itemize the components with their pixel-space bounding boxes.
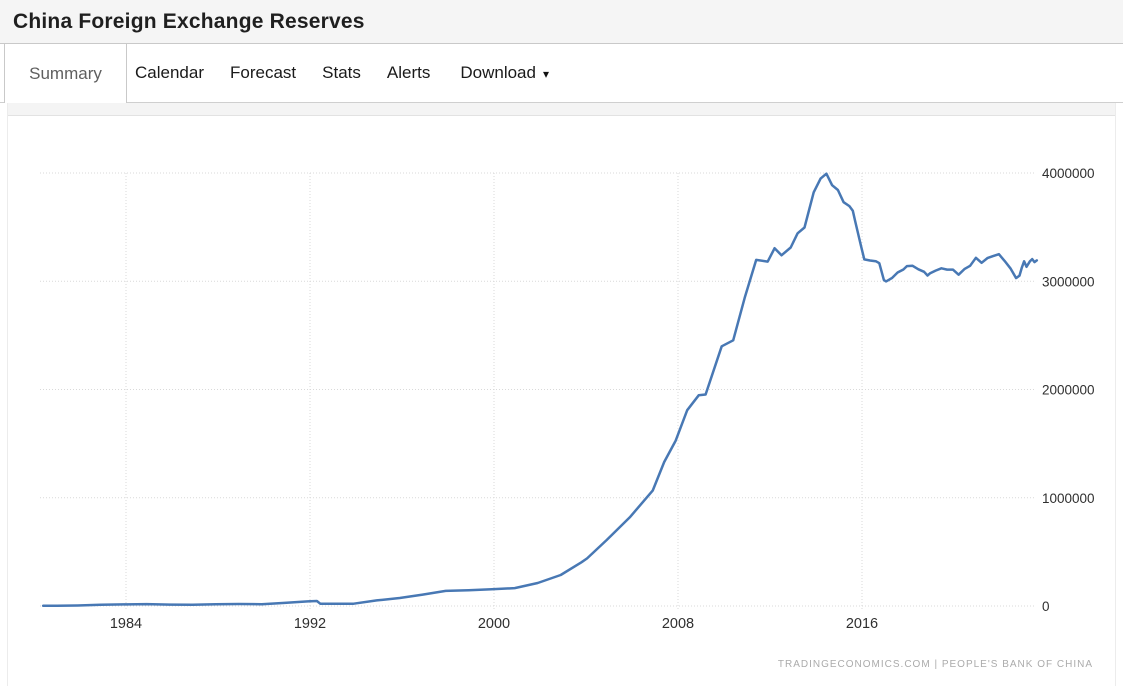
line-chart: 0 1000000 2000000 3000000 4000000 1984 1992 200… (40, 166, 1095, 670)
content-panel: 0 1000000 2000000 3000000 4000000 1984 1992 200… (7, 103, 1116, 686)
tab-alerts[interactable]: Alerts (386, 63, 431, 82)
page-header: China Foreign Exchange Reserves (0, 0, 1123, 44)
chart-container: 0 1000000 2000000 3000000 4000000 1984 1992 200… (8, 116, 1115, 686)
y-axis-label: 4000000 (1042, 166, 1095, 181)
tab-stats[interactable]: Stats (322, 63, 361, 82)
tab-calendar[interactable]: Calendar (135, 63, 204, 82)
page-title: China Foreign Exchange Reserves (13, 9, 365, 33)
tab-bar: Summary Calendar Forecast Stats Alerts D… (0, 44, 1123, 103)
series-line (41, 172, 1039, 607)
tab-download-label: Download (460, 63, 536, 82)
y-axis-label: 1000000 (1042, 491, 1095, 506)
x-axis-label: 2016 (846, 616, 878, 632)
y-axis-label: 3000000 (1042, 274, 1095, 289)
panel-top-strip (8, 103, 1115, 116)
y-axis-label: 2000000 (1042, 383, 1095, 398)
caret-down-icon: ▾ (542, 67, 549, 81)
chart-source-note: TRADINGECONOMICS.COM | PEOPLE'S BANK OF … (778, 659, 1093, 670)
x-axis-label: 1984 (110, 616, 142, 632)
x-axis-label: 1992 (294, 616, 326, 632)
y-axis-label: 0 (1042, 599, 1050, 614)
x-axis-label: 2000 (478, 616, 510, 632)
tab-download[interactable]: Download ▾ (460, 44, 549, 102)
tab-forecast[interactable]: Forecast (230, 63, 297, 82)
tab-summary-label: Summary (29, 63, 102, 83)
tab-summary[interactable]: Summary (4, 44, 127, 103)
x-axis-label: 2008 (662, 616, 694, 632)
